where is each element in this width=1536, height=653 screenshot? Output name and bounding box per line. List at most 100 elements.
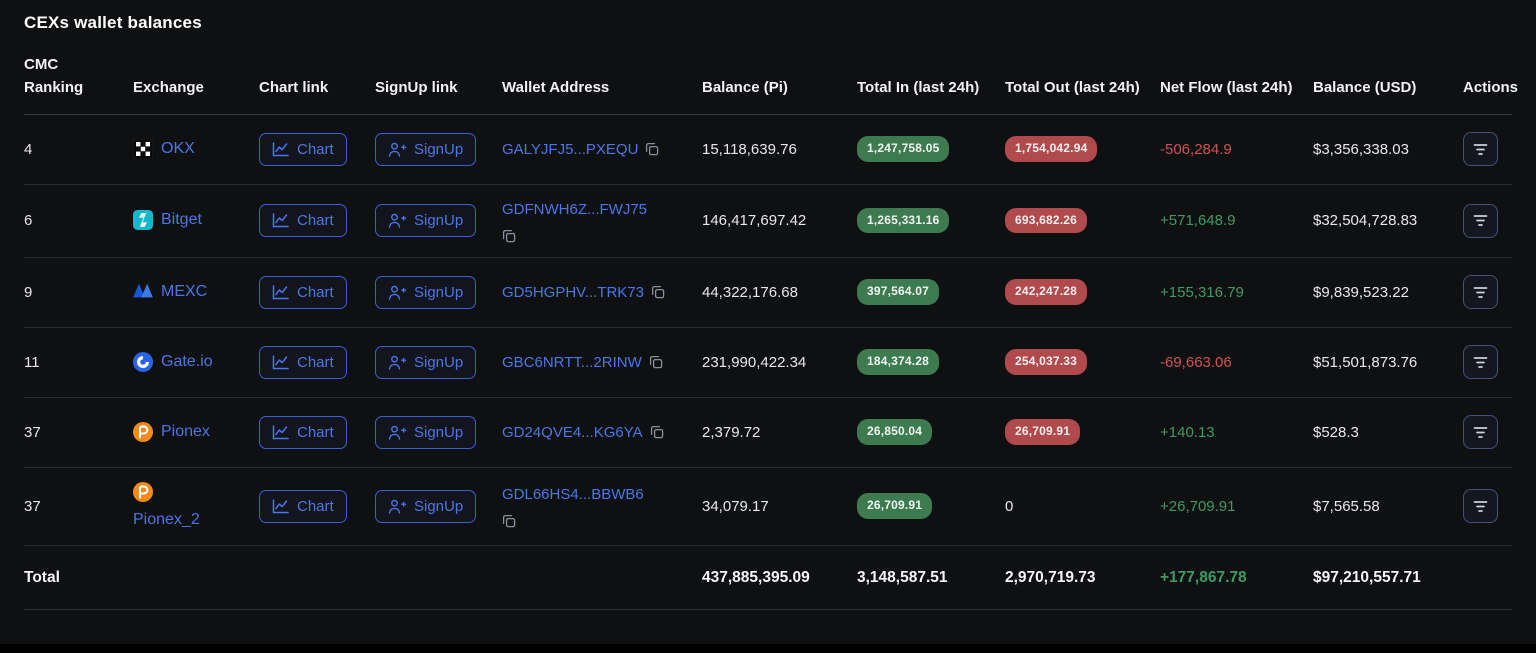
signup-button[interactable]: SignUp (375, 132, 477, 166)
header-total-out: Total Out (last 24h) (1005, 79, 1140, 97)
total-in-badge: 1,265,331.16 (857, 207, 950, 234)
copy-icon[interactable] (502, 229, 688, 243)
user-plus-icon (388, 355, 406, 370)
total-out-cell: 0 (1005, 482, 1160, 531)
actions-button[interactable] (1463, 132, 1498, 166)
signup-button[interactable]: SignUp (375, 204, 477, 237)
wallet-address-link[interactable]: GDL66HS4...BBWB6 (502, 486, 644, 504)
chart-link-cell: Chart (259, 332, 375, 393)
wallet-address-link[interactable]: GD24QVE4...KG6YA (502, 423, 643, 441)
pionex-logo-icon (133, 421, 153, 442)
table-row: 37 Pionex Chart SignUp GD24QVE4...KG6YA … (24, 398, 1512, 468)
actions-button[interactable] (1463, 203, 1498, 238)
wallet-address-link[interactable]: GD5HGPHV...TRK73 (502, 283, 644, 301)
chart-link-cell: Chart (259, 190, 375, 251)
cex-balances-table: CMC Ranking Exchange Chart link SignUp l… (24, 41, 1519, 610)
signup-button[interactable]: SignUp (375, 275, 477, 309)
chart-link-cell: Chart (259, 119, 375, 180)
chart-button[interactable]: Chart (259, 275, 347, 309)
actions-cell (1463, 331, 1512, 393)
total-out-cell: 26,709.91 (1005, 405, 1160, 459)
user-plus-icon (388, 213, 406, 228)
exchange-cell: Bitget (133, 195, 259, 245)
cmc-rank: 11 (24, 353, 40, 371)
user-plus-icon (388, 285, 406, 300)
header-balance-pi: Balance (Pi) (702, 79, 788, 97)
signup-button[interactable]: SignUp (375, 489, 477, 523)
line-chart-icon (272, 424, 289, 440)
line-chart-icon (272, 213, 289, 228)
exchange-cell: MEXC (133, 267, 259, 317)
total-out-cell: 242,247.28 (1005, 265, 1160, 319)
filter-lines-icon (1473, 426, 1488, 439)
exchange-name: Pionex (161, 422, 210, 440)
chart-button[interactable]: Chart (259, 132, 347, 166)
net-flow: +571,648.9 (1160, 212, 1236, 229)
chart-button[interactable]: Chart (259, 204, 347, 237)
exchange-cell: OKX (133, 124, 259, 174)
signup-link-cell: SignUp (375, 476, 502, 537)
exchange-name: OKX (161, 139, 195, 157)
total-in-badge: 1,247,758.05 (857, 136, 950, 162)
copy-icon[interactable] (502, 514, 688, 528)
header-wallet-address: Wallet Address (502, 79, 610, 97)
actions-button[interactable] (1463, 345, 1498, 379)
user-plus-icon (388, 499, 406, 514)
header-signup-link: SignUp link (375, 79, 458, 97)
exchange-link[interactable]: MEXC (133, 281, 207, 303)
actions-button[interactable] (1463, 415, 1498, 449)
chart-button[interactable]: Chart (259, 415, 347, 449)
signup-link-cell: SignUp (375, 190, 502, 251)
filter-lines-icon (1473, 286, 1488, 299)
signup-link-cell: SignUp (375, 119, 502, 180)
signup-button[interactable]: SignUp (375, 415, 477, 449)
okx-logo-icon (133, 138, 153, 159)
chart-button[interactable]: Chart (259, 345, 347, 379)
copy-icon[interactable] (649, 355, 663, 369)
total-in-badge: 184,374.28 (857, 349, 940, 375)
header-cmc-ranking: CMC Ranking (24, 56, 84, 97)
balance-pi: 34,079.17 (702, 497, 769, 515)
pionex-logo-icon (133, 481, 153, 502)
bitget-logo-icon (133, 210, 153, 231)
total-row: Total 437,885,395.09 3,148,587.51 2,970,… (24, 546, 1512, 610)
header-total-in: Total In (last 24h) (857, 79, 980, 97)
table-row: 37 Pionex_2 Chart SignUp GDL66HS4...BBWB… (24, 468, 1512, 546)
exchange-cell: Gate.io (133, 337, 259, 387)
exchange-name: Pionex_2 (133, 510, 200, 528)
copy-icon[interactable] (645, 142, 659, 156)
signup-button[interactable]: SignUp (375, 345, 477, 379)
line-chart-icon (272, 141, 289, 157)
table-row: 6 Bitget Chart SignUp GDFNWH6Z...FWJ75 1… (24, 185, 1512, 258)
copy-icon[interactable] (651, 285, 665, 299)
balance-pi: 44,322,176.68 (702, 283, 798, 301)
total-in-badge: 26,850.04 (857, 419, 933, 445)
filter-lines-icon (1473, 143, 1488, 156)
wallet-address-link[interactable]: GALYJFJ5...PXEQU (502, 140, 639, 158)
wallet-address-link[interactable]: GDFNWH6Z...FWJ75 (502, 200, 647, 218)
total-out-cell: 693,682.26 (1005, 194, 1160, 248)
wallet-address-link[interactable]: GBC6NRTT...2RINW (502, 353, 642, 371)
exchange-link[interactable]: Pionex_2 (133, 481, 200, 531)
table-row: 9 MEXC Chart SignUp GD5HGPHV...TRK73 44,… (24, 258, 1512, 328)
exchange-link[interactable]: OKX (133, 138, 195, 160)
copy-icon[interactable] (650, 425, 664, 439)
cmc-rank: 37 (24, 423, 41, 441)
net-flow: +155,316.79 (1160, 283, 1244, 301)
exchange-link[interactable]: Bitget (133, 209, 202, 231)
actions-button[interactable] (1463, 489, 1498, 524)
line-chart-icon (272, 284, 289, 300)
total-in-cell: 26,850.04 (857, 405, 1005, 459)
total-out-badge: 254,037.33 (1005, 349, 1088, 375)
total-in-badge: 26,709.91 (857, 493, 933, 520)
signup-link-cell: SignUp (375, 402, 502, 463)
balance-pi: 231,990,422.34 (702, 353, 807, 371)
total-balance-usd: $97,210,557.71 (1313, 568, 1421, 586)
balance-pi: 15,118,639.76 (702, 140, 797, 158)
chart-link-cell: Chart (259, 262, 375, 323)
exchange-link[interactable]: Pionex (133, 421, 210, 443)
chart-button[interactable]: Chart (259, 489, 347, 523)
actions-button[interactable] (1463, 275, 1498, 309)
header-actions: Actions (1463, 79, 1519, 97)
exchange-link[interactable]: Gate.io (133, 351, 213, 373)
